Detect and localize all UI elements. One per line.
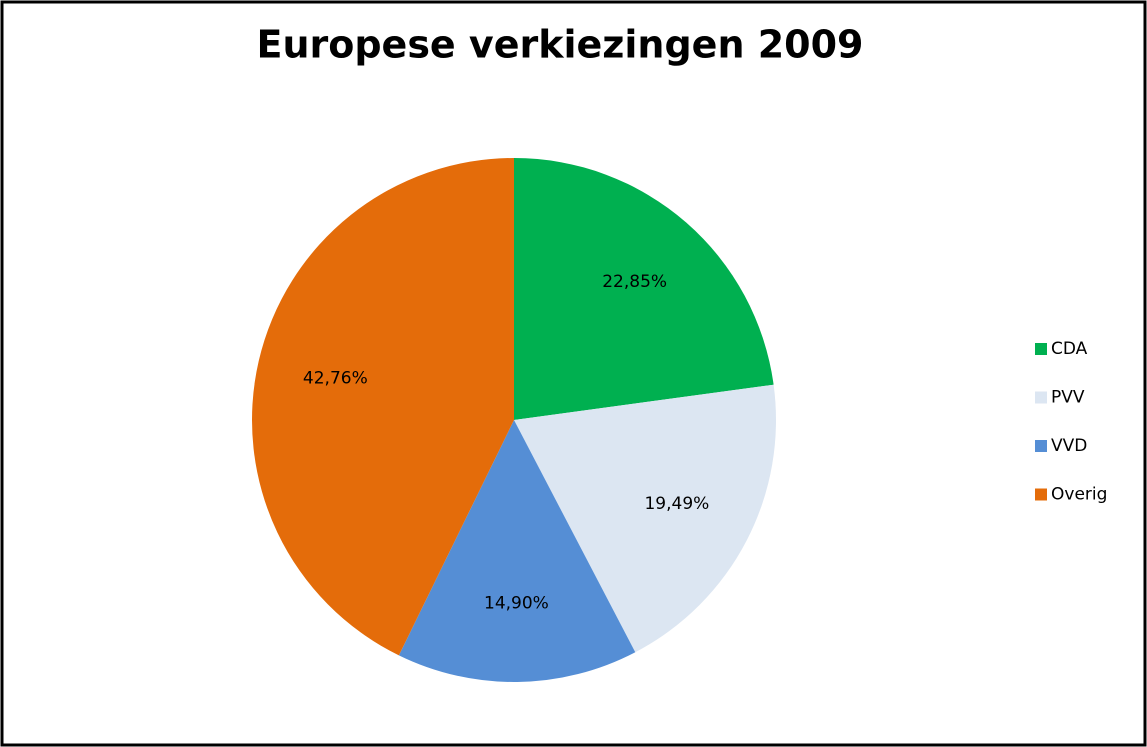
legend-swatch bbox=[1035, 391, 1047, 404]
legend-label: PVV bbox=[1051, 388, 1085, 408]
data-label: 42,76% bbox=[303, 369, 368, 389]
legend-swatch bbox=[1035, 343, 1047, 355]
data-label: 19,49% bbox=[644, 494, 709, 514]
pie-slice bbox=[514, 158, 774, 420]
legend-swatch bbox=[1035, 488, 1047, 501]
pie-slice bbox=[398, 420, 636, 683]
data-label: 22,85% bbox=[602, 272, 667, 292]
legend-label: VVD bbox=[1051, 436, 1087, 456]
data-label: 14,90% bbox=[484, 593, 549, 613]
legend-swatch bbox=[1035, 440, 1047, 452]
pie-slice bbox=[251, 158, 514, 656]
pie-slice bbox=[514, 384, 777, 653]
legend-label: CDA bbox=[1051, 339, 1088, 359]
chart-title: Europese verkiezingen 2009 bbox=[256, 23, 863, 67]
legend-label: Overig bbox=[1051, 485, 1107, 505]
